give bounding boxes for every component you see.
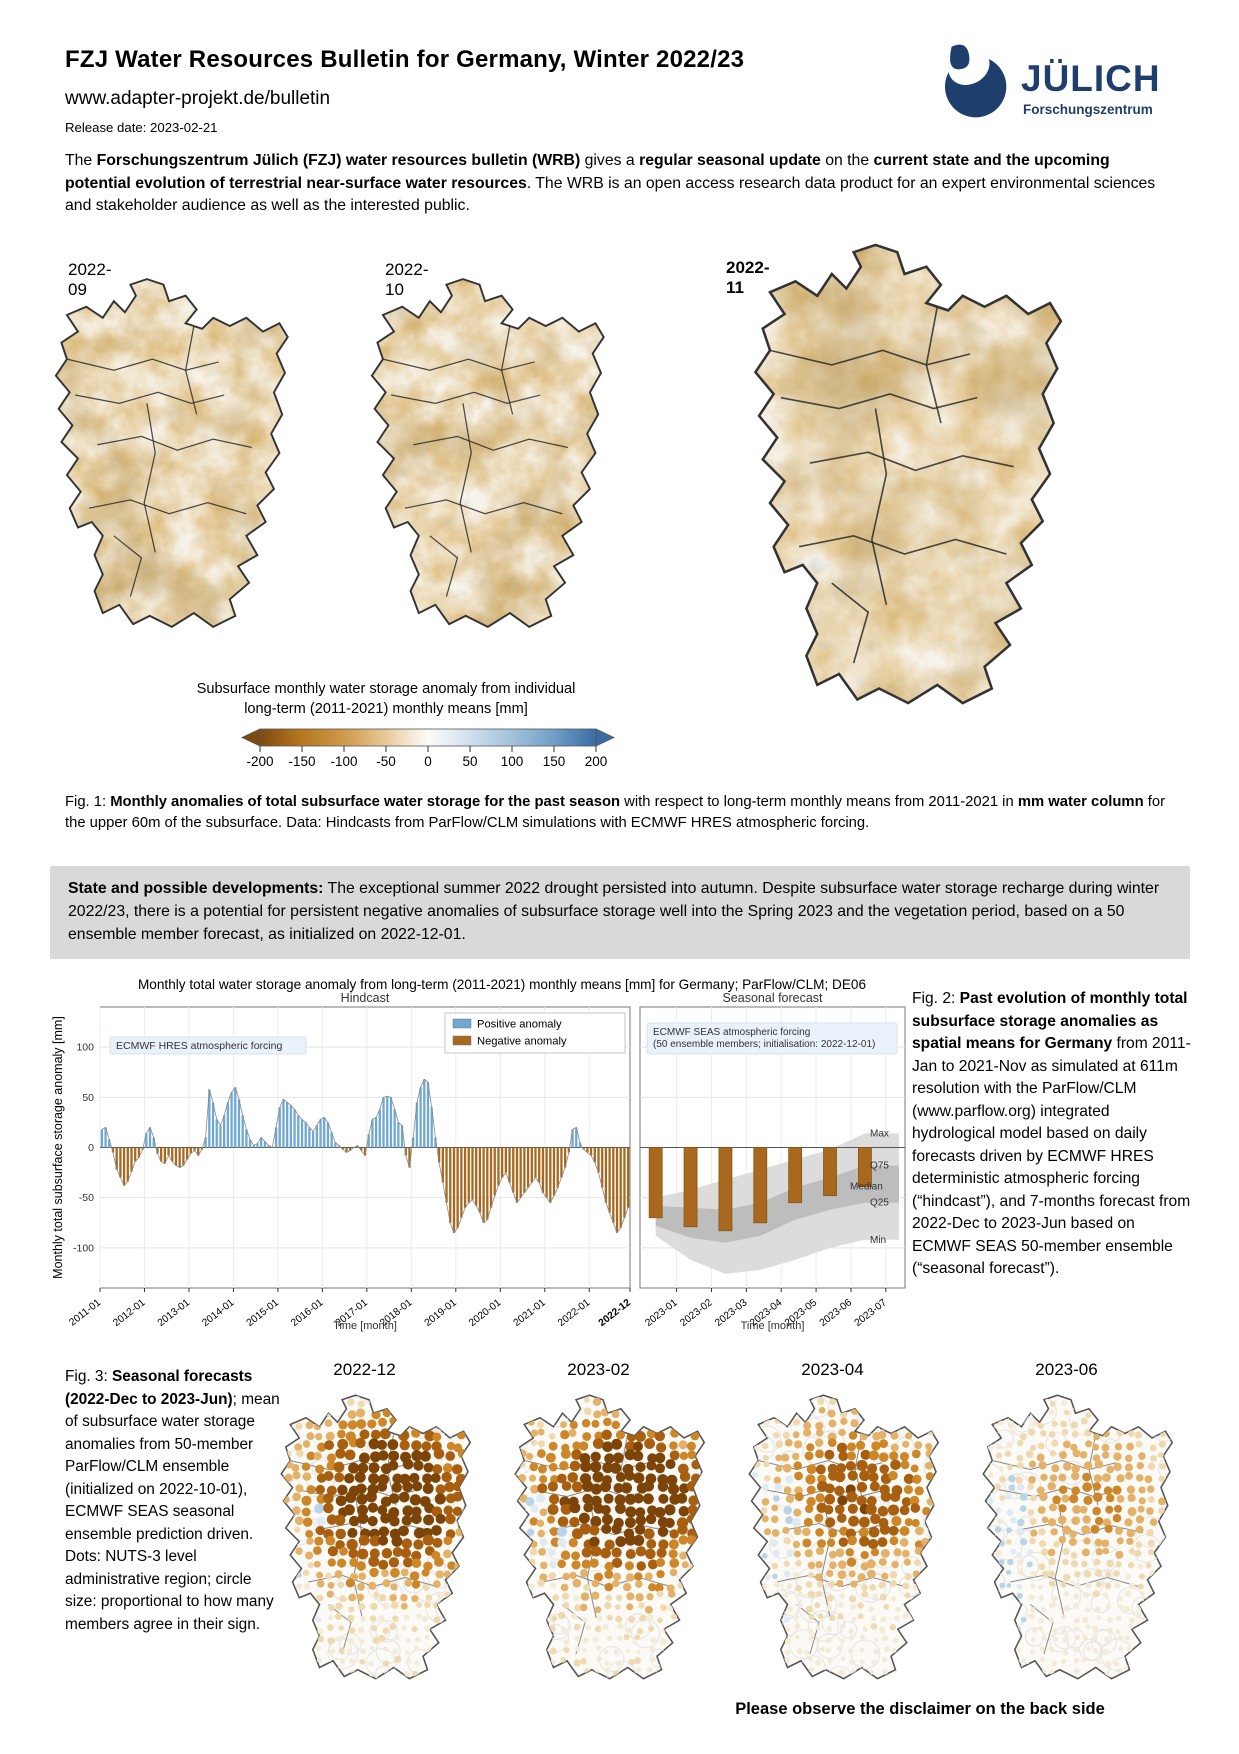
svg-text:ECMWF SEAS atmospheric forcing: ECMWF SEAS atmospheric forcing: [653, 1027, 810, 1038]
svg-text:Max: Max: [870, 1128, 889, 1139]
page-title: FZJ Water Resources Bulletin for Germany…: [65, 46, 745, 73]
svg-text:2021-01: 2021-01: [512, 1297, 548, 1329]
svg-text:2019-01: 2019-01: [423, 1297, 459, 1329]
svg-text:Time [month]: Time [month]: [333, 1320, 397, 1332]
svg-text:Monthly total subsurface stora: Monthly total subsurface storage anomaly…: [51, 1016, 65, 1279]
fig3-map-2022-12: [280, 1394, 472, 1680]
juelich-logo-icon: [945, 44, 1007, 118]
svg-text:-50: -50: [376, 754, 396, 769]
svg-text:200: 200: [585, 754, 608, 769]
fig3-map-label: 2022-12: [333, 1360, 396, 1379]
svg-text:Time [month]: Time [month]: [741, 1320, 805, 1332]
svg-text:50: 50: [82, 1092, 94, 1104]
svg-text:Monthly total water storage an: Monthly total water storage anomaly from…: [138, 977, 866, 992]
release-date: Release date: 2023-02-21: [65, 120, 218, 135]
svg-text:-50: -50: [79, 1192, 94, 1204]
svg-text:2013-01: 2013-01: [156, 1297, 192, 1329]
svg-text:-150: -150: [288, 754, 315, 769]
fig3-map-label: 2023-06: [1035, 1360, 1098, 1379]
svg-text:2023-07: 2023-07: [853, 1297, 889, 1329]
svg-text:ECMWF HRES atmospheric forcing: ECMWF HRES atmospheric forcing: [116, 1040, 282, 1052]
fig3-map-2023-02: [514, 1394, 706, 1680]
fig3-map-label: 2023-02: [567, 1360, 630, 1379]
svg-text:(50 ensemble members; initiali: (50 ensemble members; initialisation: 20…: [653, 1039, 875, 1050]
svg-text:2023-06: 2023-06: [818, 1297, 854, 1329]
fig1-map-label: 2022-09: [68, 260, 112, 299]
anomaly-colorbar: -200 -150 -100 -50 0 50 100 150 200: [241, 728, 615, 769]
svg-text:2016-01: 2016-01: [289, 1297, 325, 1329]
svg-text:Seasonal forecast: Seasonal forecast: [722, 991, 823, 1005]
bulletin-url-link[interactable]: www.adapter-projekt.de/bulletin: [65, 88, 331, 109]
intro-paragraph: The Forschungszentrum Jülich (FZJ) water…: [65, 152, 1156, 214]
svg-text:2011-01: 2011-01: [67, 1297, 103, 1328]
fig2-chart-svg: -100 -50 0 50 100 Monthly total water storage…: [51, 977, 906, 1332]
svg-text:Q25: Q25: [870, 1198, 889, 1209]
fig3-caption: Fig. 3: Seasonal forecasts (2022-Dec to …: [65, 1368, 280, 1633]
svg-text:0: 0: [88, 1142, 94, 1154]
svg-text:Q75: Q75: [870, 1161, 889, 1172]
svg-text:0: 0: [424, 754, 432, 769]
svg-text:2022-12: 2022-12: [597, 1297, 633, 1329]
svg-text:Min: Min: [870, 1235, 886, 1246]
fig3-map-2023-06: [982, 1394, 1174, 1680]
svg-text:Median: Median: [850, 1182, 883, 1193]
fig3-map-label: 2023-04: [801, 1360, 864, 1379]
svg-text:100: 100: [76, 1042, 94, 1054]
svg-text:100: 100: [501, 754, 524, 769]
svg-text:-100: -100: [330, 754, 357, 769]
svg-text:2020-01: 2020-01: [467, 1297, 503, 1329]
fig3-map-2023-04: [748, 1394, 940, 1680]
svg-text:2014-01: 2014-01: [200, 1297, 236, 1329]
svg-text:150: 150: [543, 754, 566, 769]
fig1-colorbar-title: Subsurface monthly water storage anomaly…: [196, 681, 576, 717]
svg-text:2015-01: 2015-01: [245, 1297, 281, 1329]
disclaimer-note: Please observe the disclaimer on the bac…: [735, 1700, 1105, 1718]
svg-text:-200: -200: [246, 754, 273, 769]
logo-wordmark: JÜLICH: [1021, 58, 1161, 99]
svg-text:Positive anomaly: Positive anomaly: [477, 1019, 562, 1031]
logo-subtitle: Forschungszentrum: [1023, 102, 1153, 117]
svg-text:Hindcast: Hindcast: [341, 991, 390, 1005]
fig1-caption: Fig. 1: Monthly anomalies of total subsu…: [65, 794, 1166, 831]
fig1-map-label: 2022-11: [726, 258, 770, 297]
svg-text:2022-01: 2022-01: [556, 1297, 592, 1329]
fig1-map-2022-10: [370, 278, 605, 629]
svg-text:2012-01: 2012-01: [111, 1297, 147, 1329]
svg-text:2023-01: 2023-01: [643, 1297, 679, 1329]
svg-text:-100: -100: [73, 1242, 94, 1254]
fig1-map-2022-11: [753, 243, 1063, 705]
svg-text:Negative anomaly: Negative anomaly: [477, 1036, 567, 1048]
svg-text:50: 50: [462, 754, 477, 769]
fig2-chart: -100 -50 0 50 100 Monthly total water storage…: [50, 975, 912, 1358]
fig1-map-2022-09: [54, 278, 289, 629]
juelich-logo: JÜLICH Forschungszentrum: [933, 40, 1189, 136]
fig2-caption: Fig. 2: Past evolution of monthly total …: [912, 990, 1191, 1277]
fig1-map-label: 2022-10: [385, 260, 429, 299]
svg-text:2023-02: 2023-02: [678, 1297, 714, 1329]
state-developments-box: State and possible developments: The exc…: [50, 866, 1190, 959]
fig1-colorbar: -200 -150 -100 -50 0 50 100 150 200: [238, 726, 618, 781]
